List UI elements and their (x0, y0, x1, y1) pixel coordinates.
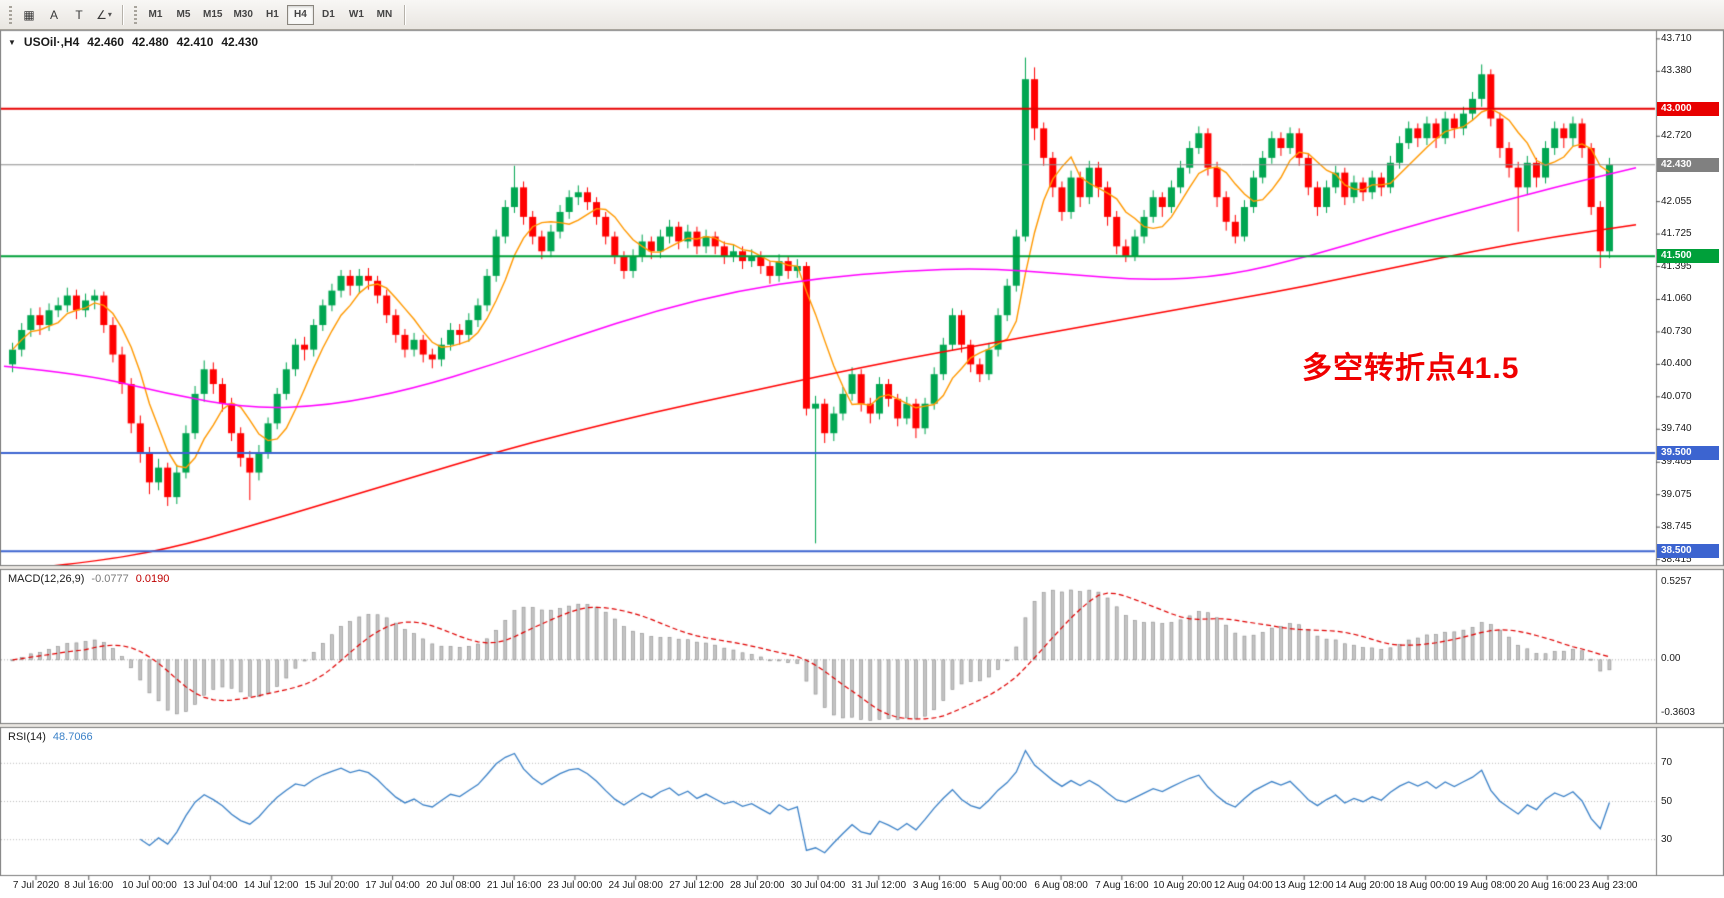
chart-tools-group: ▦ A T ∠ ▾ (17, 4, 116, 26)
timeframe-w1-button[interactable]: W1 (343, 5, 370, 25)
macd-scale-max[interactable]: 0.5257 (1661, 576, 1692, 587)
time-axis-label[interactable]: 13 Aug 12:00 (1274, 880, 1334, 891)
line-studies-icon: ∠ (96, 7, 107, 22)
macd-scale-min[interactable]: -0.3603 (1661, 707, 1695, 718)
price-axis-tick[interactable]: 40.730 (1661, 325, 1692, 337)
time-axis-label[interactable]: 27 Jul 12:00 (669, 880, 724, 891)
time-axis-label[interactable]: 30 Jul 04:00 (790, 880, 846, 891)
time-axis-label[interactable]: 7 Jul 2020 (12, 880, 60, 891)
price-badge-43.000: 43.000 (1657, 101, 1719, 116)
time-axis-label[interactable]: 21 Jul 16:00 (486, 880, 542, 891)
price-badge-42.430: 42.430 (1657, 157, 1719, 172)
price-axis-tick[interactable]: 43.710 (1661, 32, 1692, 44)
text-label-icon: A (49, 7, 58, 22)
symbol-title: USOil·,H4 (23, 35, 80, 49)
price-axis-tick[interactable]: 42.720 (1661, 130, 1692, 142)
timeframe-m30-button[interactable]: M30 (228, 5, 257, 25)
time-axis-label[interactable]: 7 Aug 16:00 (1095, 880, 1149, 891)
timeframe-m15-button[interactable]: M15 (198, 5, 227, 25)
price-axis-tick[interactable]: 38.415 (1661, 553, 1692, 565)
price-axis-tick[interactable]: 39.740 (1661, 423, 1692, 435)
price-axis-tick[interactable]: 40.400 (1661, 358, 1692, 370)
rsi-scale-50[interactable]: 50 (1661, 795, 1673, 807)
macd-main-value: -0.0777 (91, 573, 129, 585)
timeframe-h4-button[interactable]: H4 (286, 4, 314, 25)
symbol-header: ▼ USOil·,H4 42.460 42.480 42.410 42.430 (8, 35, 258, 49)
time-axis-label[interactable]: 23 Aug 23:00 (1578, 880, 1638, 891)
chart-grid-icon: ▦ (23, 7, 35, 22)
time-axis-label[interactable]: 3 Aug 16:00 (912, 880, 967, 891)
rsi-scale-30[interactable]: 30 (1661, 833, 1673, 845)
time-axis-label[interactable]: 10 Aug 20:00 (1153, 880, 1213, 891)
price-badge-41.500: 41.500 (1657, 249, 1719, 264)
price-high: 42.480 (131, 35, 169, 49)
toolbar-grip[interactable] (9, 5, 12, 24)
price-axis-tick[interactable]: 38.745 (1661, 521, 1692, 533)
toolbar-separator (403, 4, 405, 25)
text-button[interactable]: T (67, 4, 91, 26)
time-axis-label[interactable]: 5 Aug 00:00 (973, 880, 1027, 891)
chart-menu-icon[interactable]: ▼ (8, 37, 16, 47)
annotation-text[interactable]: 多空转折点41.5 (1302, 352, 1520, 385)
time-axis-label[interactable]: 18 Aug 00:00 (1396, 880, 1456, 891)
price-axis-tick[interactable]: 39.075 (1661, 488, 1692, 500)
toolbar-separator (122, 4, 123, 25)
price-low: 42.410 (176, 35, 214, 49)
price-axis-tick[interactable]: 41.060 (1661, 293, 1692, 305)
time-axis-label[interactable]: 17 Jul 04:00 (365, 880, 420, 891)
timeframe-m1-button[interactable]: M1 (142, 5, 169, 25)
macd-scale-zero[interactable]: 0.00 (1661, 653, 1681, 664)
time-axis-label[interactable]: 6 Aug 08:00 (1034, 880, 1088, 891)
price-axis-tick[interactable]: 41.725 (1661, 228, 1692, 240)
time-axis-label[interactable]: 19 Aug 08:00 (1456, 880, 1516, 891)
price-axis-tick[interactable]: 40.070 (1661, 390, 1692, 402)
rsi-indicator-label: RSI(14) 48.7066 (8, 731, 93, 743)
time-axis-label[interactable]: 14 Jul 12:00 (243, 880, 299, 891)
macd-signal-value: 0.0190 (135, 573, 170, 585)
timeframe-mn-button[interactable]: MN (371, 5, 398, 25)
macd-name: MACD(12,26,9) (8, 573, 85, 585)
rsi-scale-70[interactable]: 70 (1661, 757, 1673, 769)
price-axis-tick[interactable]: 43.380 (1661, 65, 1692, 77)
time-axis-label[interactable]: 28 Jul 20:00 (729, 880, 785, 891)
time-axis-label[interactable]: 24 Jul 08:00 (608, 880, 663, 891)
time-axis-label[interactable]: 15 Jul 20:00 (304, 880, 360, 891)
time-axis-label[interactable]: 13 Jul 04:00 (183, 880, 238, 891)
price-close: 42.430 (221, 35, 259, 49)
chevron-down-icon: ▾ (107, 10, 112, 19)
line-studies-button[interactable]: ∠ ▾ (92, 4, 116, 26)
time-axis-label[interactable]: 12 Aug 04:00 (1213, 880, 1273, 891)
price-axis-tick[interactable]: 42.055 (1661, 195, 1692, 207)
rsi-name: RSI(14) (8, 731, 46, 743)
price-open: 42.460 (87, 35, 124, 49)
text-icon: T (75, 7, 83, 22)
time-axis-label[interactable]: 8 Jul 16:00 (64, 880, 114, 891)
time-axis-label[interactable]: 10 Jul 00:00 (122, 880, 177, 891)
timeframe-d1-button[interactable]: D1 (315, 5, 342, 25)
timeframe-toolbar: M1 M5 M15 M30 H1 H4 D1 W1 MN (142, 4, 398, 25)
price-badge-39.500: 39.500 (1657, 445, 1719, 460)
toolbar: ▦ A T ∠ ▾ M1 M5 M15 M30 H1 H4 D1 W1 MN (0, 0, 1724, 30)
time-axis-label[interactable]: 14 Aug 20:00 (1335, 880, 1395, 891)
chart-grid-button[interactable]: ▦ (17, 4, 41, 26)
time-axis-label[interactable]: 23 Jul 00:00 (547, 880, 603, 891)
timeframe-m5-button[interactable]: M5 (170, 5, 197, 25)
rsi-value: 48.7066 (52, 731, 93, 743)
price-axis-tick[interactable]: 41.395 (1661, 260, 1692, 272)
price-badge-38.500: 38.500 (1657, 544, 1719, 559)
macd-indicator-label: MACD(12,26,9) -0.0777 0.0190 (8, 573, 169, 585)
timeframe-h1-button[interactable]: H1 (259, 5, 286, 25)
time-axis-label[interactable]: 31 Jul 12:00 (851, 880, 907, 891)
time-axis-label[interactable]: 20 Aug 16:00 (1517, 880, 1577, 891)
text-label-button[interactable]: A (42, 4, 66, 26)
time-axis-label[interactable]: 20 Jul 08:00 (426, 880, 481, 891)
price-axis-tick[interactable]: 39.405 (1661, 456, 1692, 468)
toolbar-grip[interactable] (134, 5, 137, 24)
